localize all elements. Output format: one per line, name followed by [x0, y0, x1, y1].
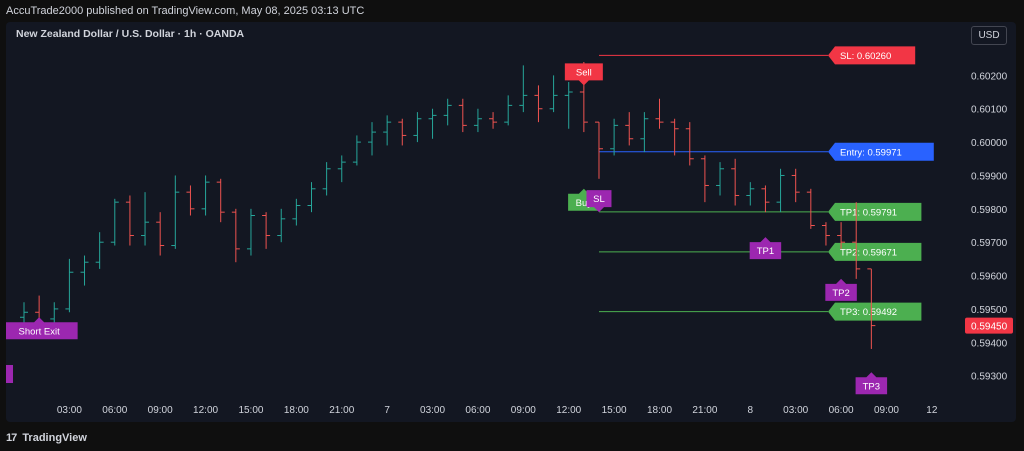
signal-marker [855, 372, 888, 395]
x-tick-label: 06:00 [102, 405, 127, 416]
x-tick-label: 06:00 [829, 405, 854, 416]
y-tick-label: 0.60100 [971, 105, 1008, 116]
y-tick-label: 0.59700 [971, 238, 1008, 249]
level-label: Entry: 0.59971 [840, 147, 902, 158]
y-tick-label: 0.59900 [971, 171, 1008, 182]
y-tick-label: 0.60200 [971, 71, 1008, 82]
level-label: TP1: 0.59791 [840, 207, 897, 218]
price-chart[interactable]: 0.60200 0.60100 0.60000 0.59900 0.59800 0.597… [6, 22, 1016, 422]
last-price-label: 0.59450 [971, 322, 1008, 333]
tradingview-logo-icon: 17 [6, 432, 17, 444]
signal-marker [586, 190, 612, 213]
brand-name: TradingView [22, 432, 87, 444]
level-tag-sl [828, 46, 916, 65]
x-tick-label: 18:00 [284, 405, 309, 416]
level-label: SL: 0.60260 [840, 51, 891, 62]
signal-label: TP2 [832, 288, 849, 299]
signal-marker [6, 317, 78, 340]
x-tick-label: 09:00 [148, 405, 173, 416]
x-tick-label: 03:00 [57, 405, 82, 416]
published-bar: AccuTrade2000 published on TradingView.c… [0, 0, 1024, 22]
x-tick-label: 15:00 [602, 405, 627, 416]
x-tick-label: 03:00 [783, 405, 808, 416]
tradingview-footer[interactable]: 17 TradingView [6, 430, 87, 446]
published-line: AccuTrade2000 published on TradingView.c… [6, 5, 365, 17]
x-tick-label: 09:00 [874, 405, 899, 416]
signal-marker [825, 278, 857, 301]
y-tick-label: 0.59800 [971, 205, 1008, 216]
level-tag-entry [828, 142, 934, 161]
x-tick-label: 12:00 [193, 405, 218, 416]
x-tick-label: 06:00 [465, 405, 490, 416]
currency-button[interactable]: USD [971, 26, 1007, 45]
x-tick-label: 03:00 [420, 405, 445, 416]
y-tick-label: 0.59300 [971, 372, 1008, 383]
signal-marker [749, 237, 782, 260]
x-tick-label: 09:00 [511, 405, 536, 416]
signal-label: TP1 [757, 246, 774, 257]
level-tag-tp [828, 242, 922, 261]
y-tick-label: 0.59600 [971, 272, 1008, 283]
x-tick-label: 7 [384, 405, 390, 416]
signal-label: TP3 [863, 381, 880, 392]
edge-marker [6, 365, 13, 383]
signal-label: Buy [576, 198, 593, 209]
chart-frame[interactable]: 0.60200 0.60100 0.60000 0.59900 0.59800 0.597… [6, 22, 1016, 422]
signal-label: Short Exit [19, 326, 61, 337]
last-price-tag [965, 317, 1013, 334]
level-label: TP3: 0.59492 [840, 307, 897, 318]
x-tick-label: 15:00 [238, 405, 263, 416]
chart-title: New Zealand Dollar / U.S. Dollar · 1h · … [16, 28, 245, 40]
signal-marker [564, 63, 603, 86]
y-tick-label: 0.59500 [971, 305, 1008, 316]
x-tick-label: 8 [748, 405, 754, 416]
x-tick-label: 21:00 [692, 405, 717, 416]
x-tick-label: 12 [926, 405, 938, 416]
x-tick-label: 12:00 [556, 405, 581, 416]
y-tick-label: 0.60000 [971, 138, 1008, 149]
signal-label: SL [593, 194, 605, 205]
signal-label: Sell [576, 67, 592, 78]
level-label: TP2: 0.59671 [840, 247, 897, 258]
level-tag-tp [828, 302, 922, 321]
y-tick-label: 0.59400 [971, 338, 1008, 349]
level-tag-tp [828, 202, 922, 221]
x-tick-label: 18:00 [647, 405, 672, 416]
x-tick-label: 21:00 [329, 405, 354, 416]
